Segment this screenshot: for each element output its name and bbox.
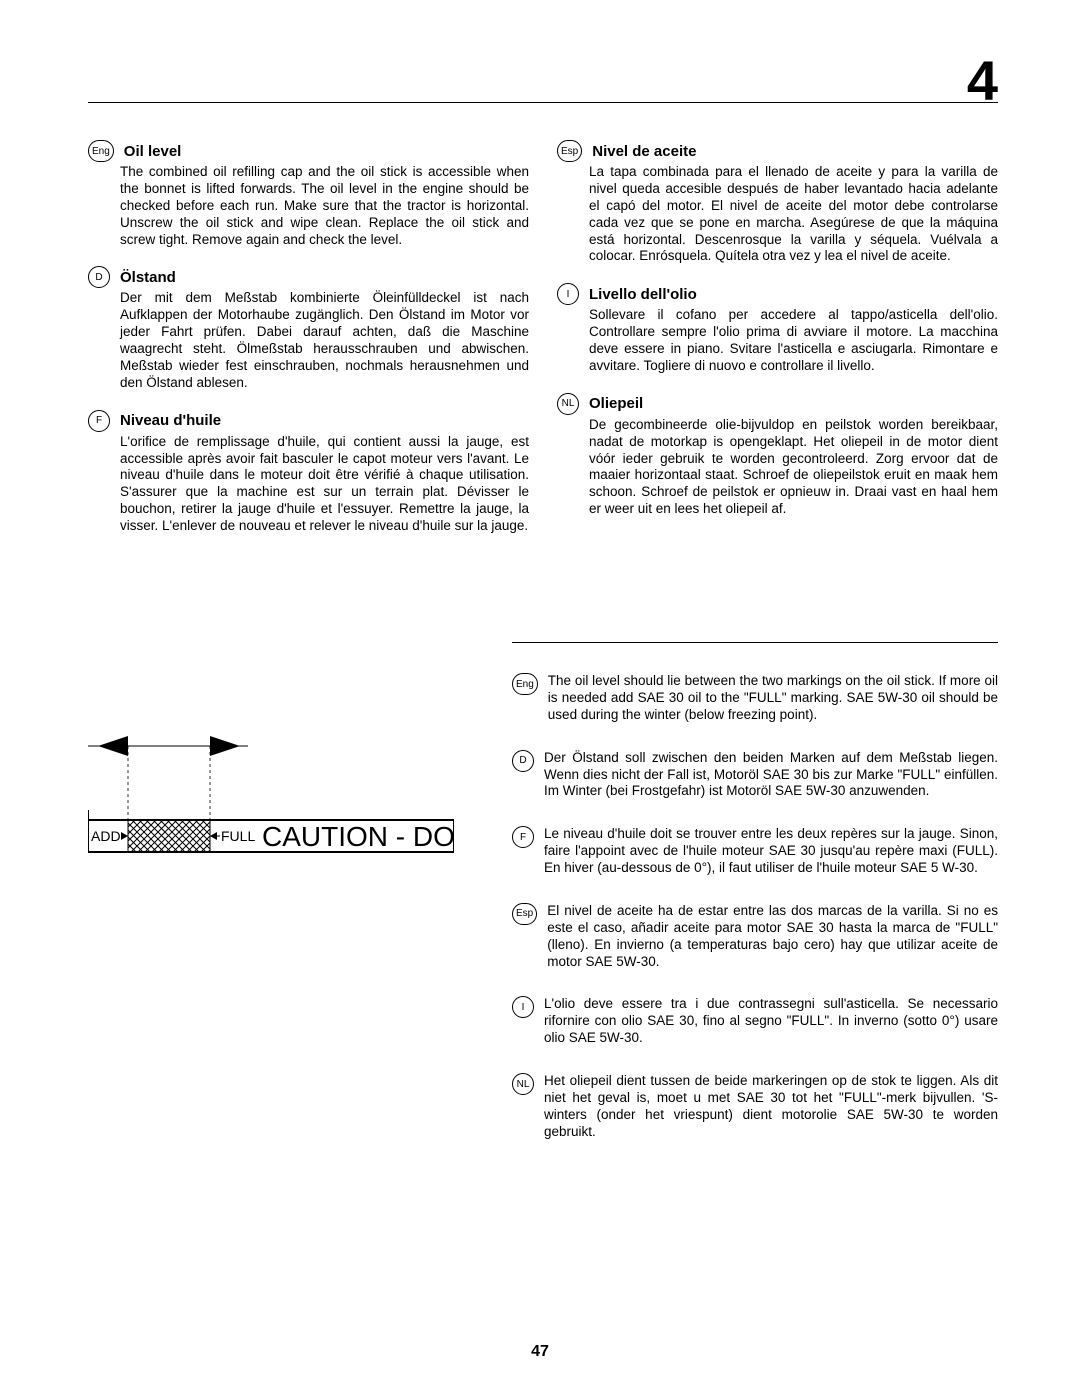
section-header: I Livello dell'olio xyxy=(557,283,998,305)
section-header: F Niveau d'huile xyxy=(88,410,529,432)
section-body: Der mit dem Meßstab kombinierte Öleinfül… xyxy=(120,290,529,391)
section-title: Ölstand xyxy=(120,269,176,286)
note-text: El nivel de aceite ha de estar entre las… xyxy=(547,903,998,971)
diagram-full-label: FULL xyxy=(221,828,255,844)
section-body: Sollevare il cofano per accedere al tapp… xyxy=(589,307,998,375)
lang-badge-i: I xyxy=(512,996,534,1018)
section-oliepeil-nl: NL Oliepeil De gecombineerde olie-bijvul… xyxy=(557,393,998,518)
note-f: F Le niveau d'huile doit se trouver entr… xyxy=(512,826,998,877)
lang-badge-esp: Esp xyxy=(557,140,582,162)
section-header: Eng Oil level xyxy=(88,140,529,162)
note-esp: Esp El nivel de aceite ha de estar entre… xyxy=(512,903,998,971)
mid-horizontal-rule xyxy=(512,642,998,643)
top-horizontal-rule xyxy=(88,102,998,103)
note-d: D Der Ölstand soll zwischen den beiden M… xyxy=(512,750,998,801)
section-header: NL Oliepeil xyxy=(557,393,998,415)
section-body: De gecombineerde olie-bijvuldop en peils… xyxy=(589,417,998,518)
lang-badge-d: D xyxy=(512,750,534,772)
notes-column: Eng The oil level should lie between the… xyxy=(512,618,998,1167)
section-title: Niveau d'huile xyxy=(120,412,221,429)
note-text: Het oliepeil dient tussen de beide marke… xyxy=(544,1073,998,1141)
note-i: I L'olio deve essere tra i due contrasse… xyxy=(512,996,998,1047)
oil-dipstick-diagram: ADD FULL CAUTION - DO xyxy=(88,720,454,860)
page-number-bottom: 47 xyxy=(0,1343,1080,1361)
section-body: L'orifice de remplissage d'huile, qui co… xyxy=(120,434,529,535)
diagram-add-label: ADD xyxy=(91,828,121,844)
left-column: Eng Oil level The combined oil refilling… xyxy=(88,140,529,553)
note-nl: NL Het oliepeil dient tussen de beide ma… xyxy=(512,1073,998,1141)
section-livello-i: I Livello dell'olio Sollevare il cofano … xyxy=(557,283,998,375)
dipstick-svg: ADD FULL CAUTION - DO xyxy=(88,720,454,860)
section-header: D Ölstand xyxy=(88,266,529,288)
section-oil-level-eng: Eng Oil level The combined oil refilling… xyxy=(88,140,529,248)
section-title: Nivel de aceite xyxy=(592,143,696,160)
section-body: La tapa combinada para el llenado de ace… xyxy=(589,164,998,265)
right-column: Esp Nivel de aceite La tapa combinada pa… xyxy=(557,140,998,553)
note-text: Der Ölstand soll zwischen den beiden Mar… xyxy=(544,750,998,801)
note-eng: Eng The oil level should lie between the… xyxy=(512,673,998,724)
lang-badge-nl: NL xyxy=(557,393,579,415)
lang-badge-esp: Esp xyxy=(512,903,537,925)
lang-badge-f: F xyxy=(88,410,110,432)
note-text: The oil level should lie between the two… xyxy=(548,673,998,724)
lang-badge-f: F xyxy=(512,826,534,848)
section-olstand-d: D Ölstand Der mit dem Meßstab kombiniert… xyxy=(88,266,529,391)
lang-badge-nl: NL xyxy=(512,1073,534,1095)
section-body: The combined oil refilling cap and the o… xyxy=(120,164,529,248)
lang-badge-eng: Eng xyxy=(512,673,538,695)
section-nivel-esp: Esp Nivel de aceite La tapa combinada pa… xyxy=(557,140,998,265)
note-text: Le niveau d'huile doit se trouver entre … xyxy=(544,826,998,877)
section-title: Livello dell'olio xyxy=(589,286,697,303)
lang-badge-d: D xyxy=(88,266,110,288)
lang-badge-eng: Eng xyxy=(88,140,114,162)
page-number-top: 4 xyxy=(967,48,998,113)
section-title: Oil level xyxy=(124,143,182,160)
section-header: Esp Nivel de aceite xyxy=(557,140,998,162)
diagram-caution-text: CAUTION - DO xyxy=(262,821,454,852)
lang-badge-i: I xyxy=(557,283,579,305)
note-text: L'olio deve essere tra i due contrassegn… xyxy=(544,996,998,1047)
content-columns: Eng Oil level The combined oil refilling… xyxy=(88,140,998,553)
section-title: Oliepeil xyxy=(589,395,643,412)
section-niveau-f: F Niveau d'huile L'orifice de remplissag… xyxy=(88,410,529,535)
